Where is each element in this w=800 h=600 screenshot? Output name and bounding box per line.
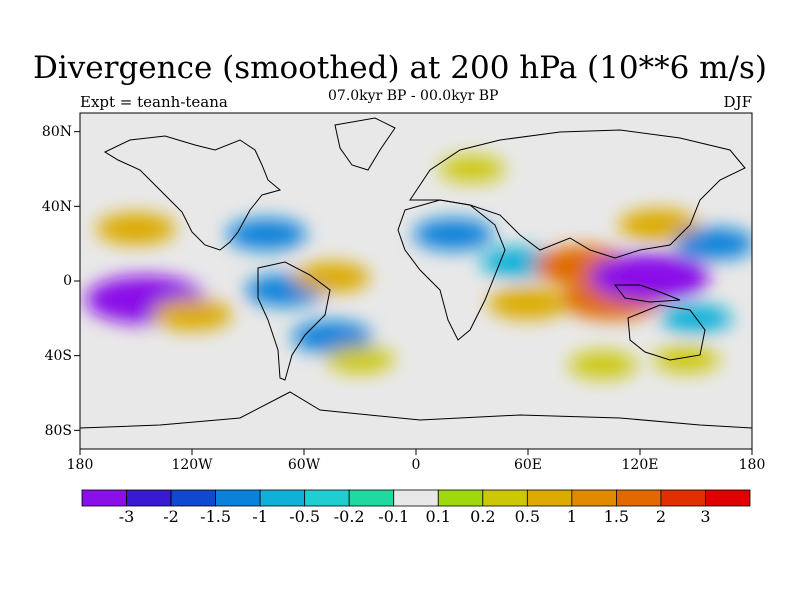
colorbar-swatch-8 bbox=[437, 489, 484, 507]
experiment-label: Expt = teanh-teana bbox=[80, 93, 228, 111]
lon-label-120e: 120E bbox=[621, 457, 659, 473]
plot-subtitle: 07.0kyr BP - 00.0kyr BP bbox=[328, 88, 499, 104]
colorbar-swatch-1 bbox=[126, 489, 172, 507]
colorbar-swatch-11 bbox=[571, 489, 617, 507]
lon-label-0: 0 bbox=[411, 457, 421, 473]
lat-label-80s: 80S bbox=[44, 423, 72, 439]
colorbar-swatch-2 bbox=[170, 489, 216, 507]
divergence-field bbox=[85, 155, 752, 379]
colorbar-label-10: 1 bbox=[566, 507, 577, 526]
colorbar-label-5: -0.2 bbox=[333, 507, 365, 526]
divergence-cell-9 bbox=[488, 287, 568, 320]
plot-title: Divergence (smoothed) at 200 hPa (10**6 … bbox=[33, 50, 767, 86]
divergence-cell-1 bbox=[96, 212, 176, 245]
colorbar-swatch-14 bbox=[705, 489, 751, 507]
divergence-cell-2 bbox=[152, 298, 232, 331]
divergence-cell-7 bbox=[413, 218, 494, 251]
colorbar-swatch-12 bbox=[616, 489, 662, 507]
colorbar-swatch-4 bbox=[259, 489, 306, 507]
colorbar-label-8: 0.2 bbox=[470, 507, 496, 526]
colorbar-label-11: 1.5 bbox=[603, 507, 630, 526]
colorbar-label-2: -1.5 bbox=[200, 507, 232, 526]
lat-label-40n: 40N bbox=[41, 199, 72, 215]
divergence-cell-14 bbox=[674, 227, 752, 260]
colorbar-swatch-5 bbox=[304, 489, 350, 507]
divergence-cell-3 bbox=[226, 218, 307, 251]
colorbar-swatch-13 bbox=[660, 489, 706, 507]
divergence-cell-18 bbox=[439, 155, 505, 183]
lon-label-180w: 180 bbox=[66, 457, 94, 473]
lat-label-80n: 80N bbox=[41, 124, 72, 140]
colorbar bbox=[81, 489, 751, 507]
divergence-cell-13 bbox=[618, 209, 699, 241]
lon-label-60w: 60W bbox=[287, 457, 321, 473]
colorbar-swatch-3 bbox=[215, 489, 261, 507]
divergence-cell-19 bbox=[653, 346, 720, 373]
colorbar-label-13: 3 bbox=[700, 507, 711, 526]
colorbar-label-6: -0.1 bbox=[378, 507, 410, 526]
lat-label-40s: 40S bbox=[44, 348, 72, 364]
colorbar-label-4: -0.5 bbox=[289, 507, 321, 526]
colorbar-label-12: 2 bbox=[655, 507, 667, 526]
divergence-cell-6 bbox=[292, 321, 372, 353]
colorbar-label-9: 0.5 bbox=[514, 507, 541, 526]
colorbar-swatch-0 bbox=[81, 489, 127, 507]
divergence-cell-16 bbox=[568, 351, 637, 379]
colorbar-swatch-6 bbox=[348, 489, 395, 507]
divergence-cell-17 bbox=[326, 345, 394, 373]
colorbar-label-7: 0.1 bbox=[425, 507, 451, 526]
coastlines bbox=[80, 117, 752, 429]
colorbar-label-1: -2 bbox=[163, 507, 179, 526]
colorbar-swatch-7 bbox=[393, 489, 439, 507]
lon-label-180e: 180 bbox=[738, 457, 766, 473]
colorbar-label-0: -3 bbox=[118, 507, 135, 526]
colorbar-swatch-10 bbox=[526, 489, 573, 507]
lat-label-eq: 0 bbox=[63, 273, 72, 289]
colorbar-label-3: -1 bbox=[252, 507, 268, 526]
season-label: DJF bbox=[723, 93, 752, 111]
divergence-cell-5 bbox=[294, 262, 370, 293]
colorbar-swatch-9 bbox=[482, 489, 528, 507]
axis-ticks bbox=[74, 131, 753, 455]
divergence-cell-12 bbox=[589, 253, 710, 302]
lon-label-60e: 60E bbox=[513, 457, 543, 473]
lon-label-120w: 120W bbox=[171, 457, 213, 473]
